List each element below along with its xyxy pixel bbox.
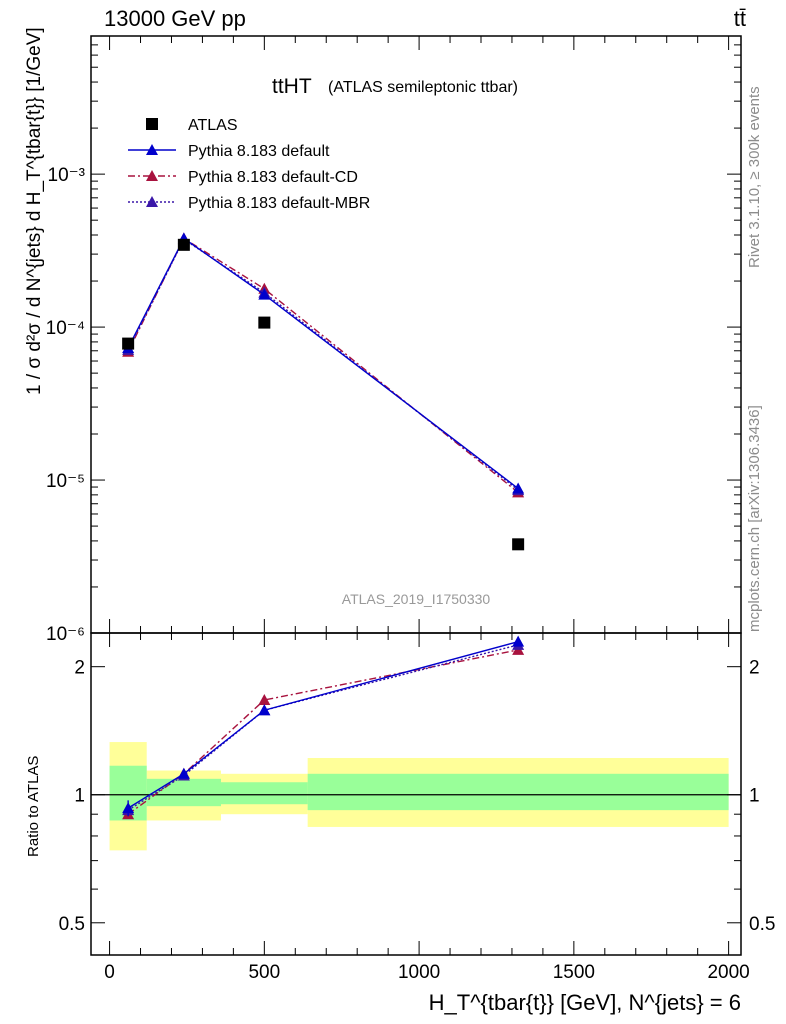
ratio-y-tick-label: 2 — [74, 658, 85, 679]
main-series-pythia-8-183-default — [122, 232, 525, 494]
x-tick-label: 1500 — [553, 962, 595, 983]
x-tick-label: 2000 — [707, 962, 749, 983]
main-data-point — [177, 238, 190, 251]
main-series-line — [127, 237, 519, 490]
ratio-uncertainty-bands — [109, 742, 729, 851]
main-series-line — [127, 238, 519, 491]
legend-marker — [146, 144, 158, 155]
ratio-series-line — [127, 640, 519, 809]
main-data-point — [258, 316, 271, 329]
ratio-data-point — [177, 767, 190, 779]
ratio-y-ticks: 0.5 0.5 1 1 2 2 — [59, 658, 776, 935]
analysis-watermark: ATLAS_2019_I1750330 — [342, 591, 491, 607]
legend-marker — [146, 118, 158, 130]
ratio-band-inner — [221, 782, 308, 805]
main-data-point — [258, 288, 271, 300]
ratio-series-line — [127, 649, 519, 815]
main-y-tick-label: 10⁻⁶ — [46, 624, 85, 645]
x-ticks: 0 500 1000 1500 2000 — [104, 36, 750, 983]
ratio-data-point — [122, 802, 135, 814]
main-series-pythia-8-183-default-mbr — [122, 233, 525, 496]
main-y-tick-label: 10⁻⁴ — [46, 318, 85, 339]
main-data-point — [512, 482, 525, 494]
ratio-band-inner — [307, 773, 729, 811]
legend-label: Pythia 8.183 default-CD — [188, 169, 358, 186]
ratio-series-pythia-8-183-default — [122, 635, 525, 817]
legend-label: Pythia 8.183 default-MBR — [188, 195, 370, 212]
main-y-ticks: 10⁻⁶ 10⁻⁵ 10⁻⁴ 10⁻³ — [46, 35, 741, 645]
legend-marker — [146, 196, 158, 207]
main-series-line — [127, 237, 519, 493]
ratio-y-tick-label: 0.5 — [59, 914, 85, 935]
main-data-point — [122, 337, 135, 350]
ratio-panel-frame — [90, 632, 742, 956]
chart-subtitle: (ATLAS semileptonic ttbar) — [328, 79, 518, 96]
ratio-data-point — [512, 635, 525, 647]
main-y-axis-label: 1 / σ d²σ / d N^{jets} d H_T^{tbar{t}} [… — [24, 27, 45, 395]
legend-marker — [146, 170, 158, 181]
main-panel: 10⁻⁶ 10⁻⁵ 10⁻⁴ 10⁻³ ttHT (ATLAS semileptoni… — [24, 27, 742, 645]
ratio-band-inner — [146, 778, 221, 807]
chart-title: ttHT — [272, 75, 312, 98]
ratio-y-axis-label: Ratio to ATLAS — [25, 756, 42, 857]
ratio-series-group — [122, 635, 525, 820]
ratio-panel: 0.5 0.5 1 1 2 2 0 500 1000 1500 2000 Ratio to ATL… — [25, 36, 775, 1015]
legend: ATLAS Pythia 8.183 default Pythia 8.183 de… — [128, 117, 370, 212]
main-series-group — [122, 232, 525, 551]
ratio-data-point — [258, 693, 271, 705]
legend-label: ATLAS — [188, 117, 238, 134]
main-series-atlas — [122, 238, 525, 551]
x-tick-label: 0 — [104, 962, 115, 983]
header-process-label: 13000 GeV pp — [104, 6, 246, 31]
main-y-tick-label: 10⁻⁵ — [46, 471, 85, 492]
ratio-data-point — [258, 704, 271, 716]
legend-label: Pythia 8.183 default — [188, 143, 330, 160]
main-data-point — [512, 538, 525, 551]
ratio-y-tick-label-right: 2 — [749, 658, 760, 679]
header-channel-label: tt̄ — [733, 6, 746, 31]
main-series-pythia-8-183-default-cd — [122, 232, 525, 498]
x-axis-label: H_T^{tbar{t}} [GeV], N^{jets} = 6 — [429, 990, 741, 1015]
main-y-tick-label: 10⁻³ — [48, 165, 86, 186]
ratio-y-tick-label: 1 — [74, 786, 85, 807]
ratio-y-tick-label-right: 1 — [749, 786, 760, 807]
x-tick-label: 1000 — [398, 962, 440, 983]
ratio-y-tick-label-right: 0.5 — [749, 914, 775, 935]
x-tick-label: 500 — [248, 962, 280, 983]
